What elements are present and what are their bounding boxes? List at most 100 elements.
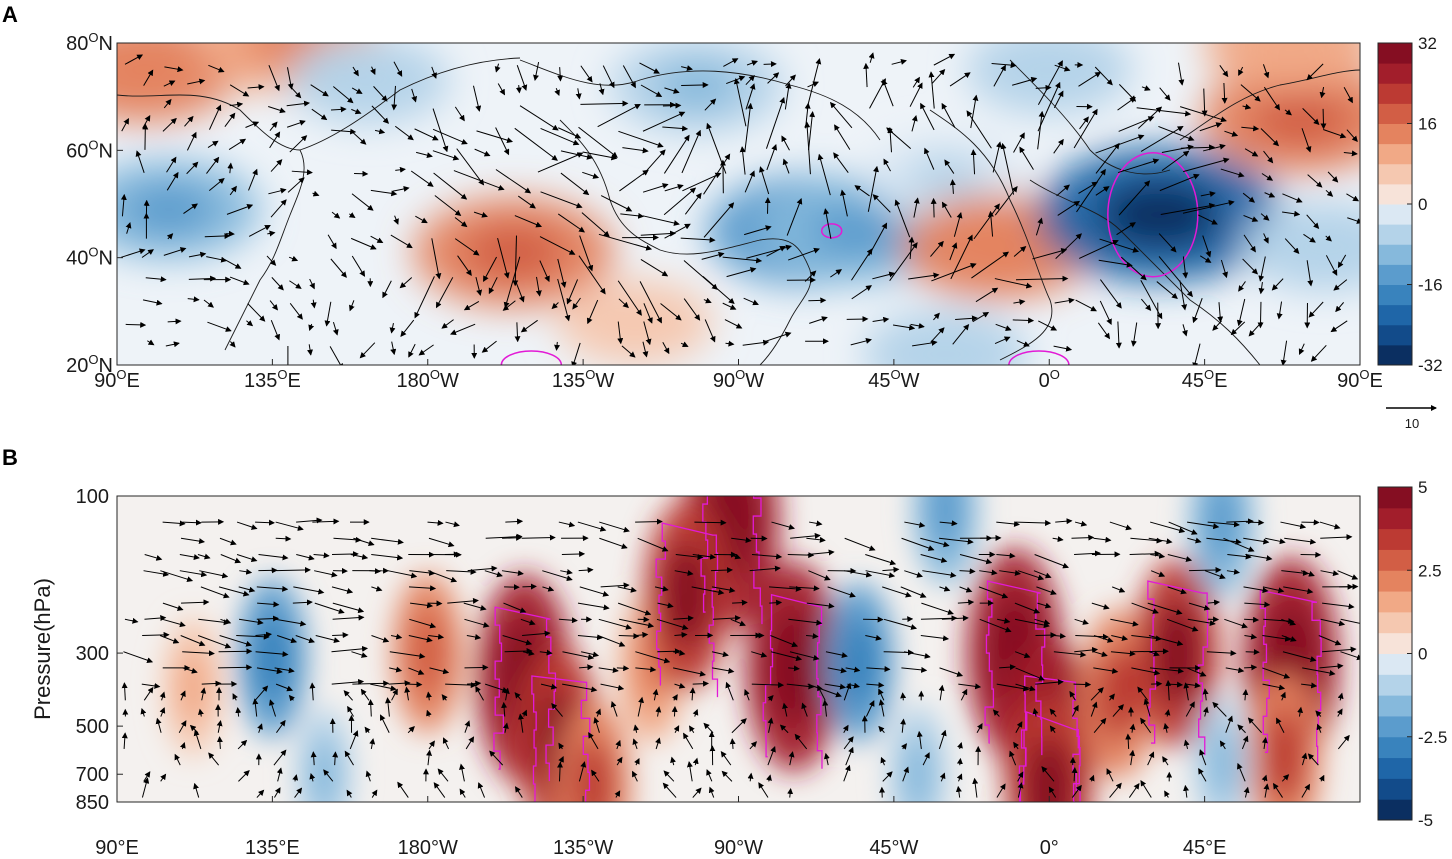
flux-vector-b-269 (466, 634, 482, 640)
flux-vector-b-84 (561, 550, 586, 557)
x-tick-label-a-3: 135OW (552, 367, 615, 392)
coastline-7 (1009, 59, 1171, 175)
flux-vector-b-18 (809, 520, 823, 527)
flux-vector-b-534 (749, 741, 758, 750)
flux-vector-b-492 (593, 717, 600, 733)
flux-vector-a-512 (681, 65, 693, 72)
flux-vector-b-66 (1243, 537, 1270, 545)
flux-vector-a-400 (662, 125, 689, 132)
flux-vector-b-290 (1148, 635, 1184, 647)
flux-vector-b-29 (1207, 521, 1240, 528)
flux-vector-a-90 (808, 297, 827, 304)
flux-vector-a-349 (416, 151, 433, 159)
flux-vector-b-295 (123, 651, 154, 664)
flux-vector-a-342 (1327, 171, 1339, 183)
anomaly-core-b-19 (927, 496, 964, 551)
flux-vector-a-162 (539, 260, 550, 283)
flux-vector-b-164 (654, 585, 669, 592)
colorbar-a-label-2: 0 (1418, 195, 1427, 214)
flux-vector-a-358 (781, 135, 790, 151)
flux-vector-a-159 (457, 255, 472, 276)
flux-vector-b-98 (1074, 550, 1101, 557)
flux-vector-a-8 (408, 343, 416, 358)
flux-vector-b-262 (295, 635, 315, 644)
flux-vector-a-508 (580, 65, 593, 83)
flux-vector-a-391 (476, 130, 513, 144)
flux-vector-a-274 (312, 190, 320, 197)
panel-b-colorbar: 5 2.5 0 -2.5 -5 (1377, 478, 1447, 830)
flux-vector-b-303 (522, 650, 535, 656)
flux-vector-b-166 (711, 586, 736, 593)
flux-vector-b-506 (1049, 725, 1056, 734)
flux-vector-a-338 (1183, 157, 1230, 173)
flux-vector-a-221 (1035, 217, 1043, 236)
flux-vector-b-291 (1244, 633, 1258, 640)
flux-vector-a-186 (1242, 258, 1259, 275)
flux-vector-b-302 (504, 648, 533, 655)
flux-vector-b-362 (141, 682, 161, 689)
flux-vector-b-118 (409, 569, 436, 576)
flux-vector-b-352 (1093, 667, 1119, 674)
flux-vector-a-314 (433, 172, 468, 200)
flux-vector-a-43 (450, 323, 476, 336)
flux-vector-a-116 (399, 277, 413, 289)
colorbar-b-level-2 (1378, 757, 1412, 779)
flux-vector-a-302 (1325, 189, 1334, 197)
flux-vector-a-319 (582, 171, 600, 179)
flux-vector-b-217 (238, 618, 264, 626)
flux-vector-a-459 (333, 86, 354, 104)
flux-vector-b-13 (577, 521, 607, 532)
flux-vector-a-510 (622, 65, 636, 89)
flux-vector-b-448 (426, 709, 432, 717)
flux-vector-a-239 (415, 215, 428, 224)
colorbar-b-level-1 (1378, 778, 1412, 800)
flux-vector-a-17 (680, 341, 689, 347)
flux-vector-b-272 (577, 634, 604, 641)
flux-vector-b-168 (789, 585, 820, 592)
flux-vector-b-375 (562, 683, 598, 693)
panel-a-letter: A (2, 2, 18, 27)
flux-vector-a-465 (497, 83, 506, 96)
flux-vector-b-6 (296, 517, 323, 524)
flux-vector-a-5 (329, 346, 344, 365)
flux-vector-a-425 (330, 106, 347, 113)
flux-vector-a-433 (662, 102, 682, 109)
flux-vector-a-38 (308, 323, 315, 332)
flux-vector-a-226 (1243, 234, 1256, 253)
flux-vector-b-135 (904, 570, 923, 578)
flux-vector-b-552 (310, 751, 317, 766)
flux-vector-b-423 (900, 692, 907, 701)
flux-vector-b-326 (1282, 651, 1317, 662)
flux-vector-b-517 (179, 742, 186, 750)
flux-vector-b-273 (597, 635, 626, 647)
flux-vector-a-310 (291, 169, 313, 176)
flux-vector-a-466 (515, 85, 522, 94)
flux-vector-a-19 (742, 339, 770, 346)
flux-vector-b-581 (160, 773, 167, 782)
flux-vector-b-296 (182, 650, 215, 657)
flux-vector-a-293 (1000, 142, 1015, 195)
flux-vector-a-492 (1263, 86, 1281, 111)
flux-vector-a-498 (268, 65, 280, 92)
flux-vector-b-178 (1243, 586, 1269, 594)
flux-vector-a-213 (703, 202, 735, 238)
significance-contour-b-0 (493, 606, 557, 782)
flux-vector-b-488 (407, 725, 415, 734)
flux-vector-b-449 (501, 701, 508, 717)
flux-vector-a-46 (617, 321, 624, 345)
flux-vector-b-180 (1283, 586, 1314, 595)
flux-vector-b-70 (144, 553, 163, 561)
flux-vector-b-572 (1009, 750, 1017, 766)
flux-vector-b-409 (425, 691, 432, 701)
flux-vector-a-175 (949, 242, 958, 261)
flux-vector-a-242 (514, 215, 543, 228)
flux-vector-a-123 (557, 278, 571, 322)
anomaly-core-a-2 (122, 184, 215, 235)
flux-vector-b-212 (124, 617, 139, 624)
flux-vector-b-238 (941, 615, 969, 622)
flux-vector-b-567 (845, 746, 854, 766)
flux-vector-b-381 (807, 683, 842, 698)
flux-vector-a-229 (1303, 233, 1316, 243)
flux-vector-b-112 (276, 566, 311, 573)
flux-vector-a-163 (557, 258, 567, 289)
